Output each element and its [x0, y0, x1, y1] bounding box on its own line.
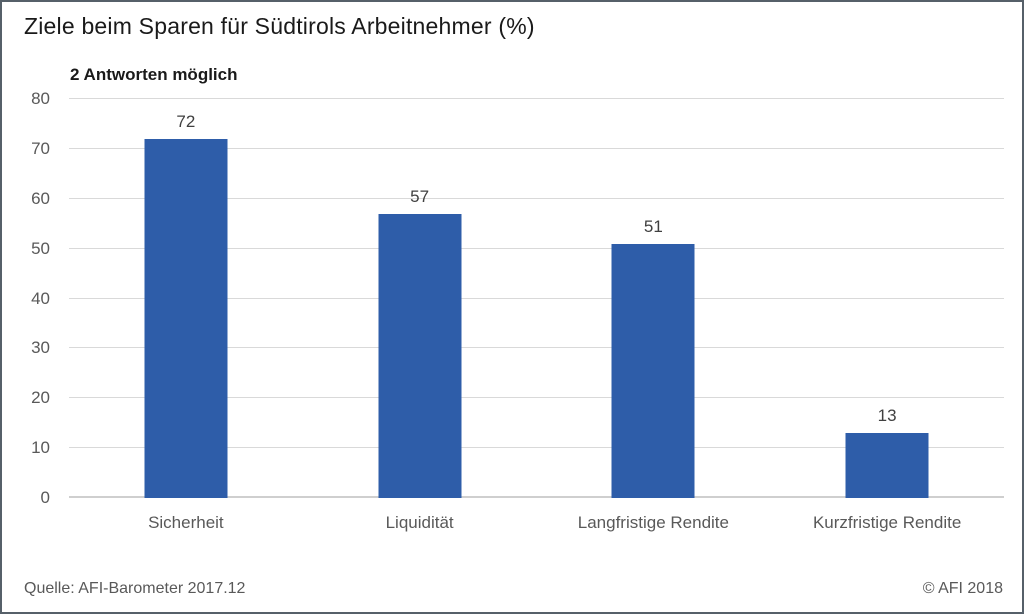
bar-3: [611, 243, 695, 498]
bar-2: [378, 213, 462, 498]
bar-value-label: 13: [877, 406, 897, 426]
y-tick-label-70: 70: [31, 138, 50, 158]
y-tick-label-80: 80: [31, 89, 50, 108]
y-tick-label-20: 20: [31, 388, 50, 408]
bars-container: 72 57 51 13: [69, 99, 1004, 498]
gridline-20: [69, 397, 1004, 399]
bar-slot: 57: [303, 99, 537, 498]
bar-value-label: 72: [176, 111, 196, 131]
y-tick-label-0: 0: [40, 488, 50, 507]
gridline-40: [69, 297, 1004, 299]
y-tick-label-10: 10: [31, 438, 50, 458]
y-tick-label-50: 50: [31, 238, 50, 258]
bar-slot: 13: [770, 99, 1004, 498]
x-category-label: Kurzfristige Rendite: [812, 513, 962, 532]
bar-slot: 72: [69, 99, 303, 498]
gridline-70: [69, 147, 1004, 149]
chart-subtitle: 2 Antworten möglich: [70, 65, 238, 84]
bar-1: [144, 138, 228, 498]
bar-value-label: 51: [643, 216, 663, 236]
gridline-10: [69, 447, 1004, 449]
x-category-label: Sicherheit: [148, 513, 224, 532]
bar-slot: 51: [537, 99, 771, 498]
x-category-label: Langfristige Rendite: [577, 513, 729, 532]
y-tick-label-30: 30: [31, 338, 50, 358]
chart-footer: Quelle: AFI-Barometer 2017.12 © AFI 2018: [24, 580, 1003, 598]
source-note: Quelle: AFI-Barometer 2017.12: [24, 580, 246, 597]
bar-4: [845, 433, 929, 498]
gridline-50: [69, 247, 1004, 249]
y-axis-labels: 80 70 60 50 40 30 20 10 0: [2, 89, 50, 507]
gridline-30: [69, 347, 1004, 349]
copyright-note: © AFI 2018: [922, 580, 1003, 597]
x-axis-labels: Sicherheit Liquidität Langfristige Rendite…: [69, 513, 1004, 533]
gridline-60: [69, 197, 1004, 199]
gridline-80: [69, 98, 1004, 99]
plot-area: 72 57 51 13: [69, 98, 1004, 498]
bar-value-label: 57: [410, 186, 430, 206]
y-tick-label-60: 60: [31, 188, 50, 208]
x-axis-line: [69, 496, 1004, 498]
y-tick-label-40: 40: [31, 288, 50, 308]
x-category-label: Liquidität: [385, 513, 454, 532]
chart-title: Ziele beim Sparen für Südtirols Arbeitne…: [24, 13, 535, 39]
